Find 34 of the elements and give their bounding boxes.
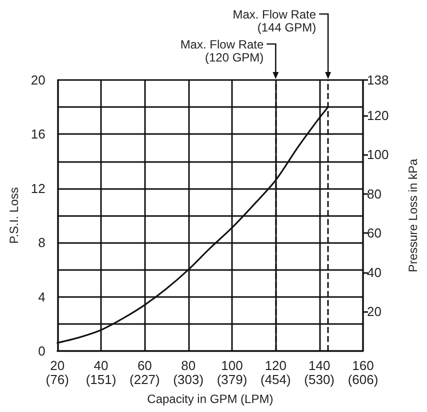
y-tick-label: 8	[38, 235, 46, 250]
y2-tick-label: 80	[367, 186, 382, 202]
ref-line-label: Max. Flow Rate (144 GPM)	[232, 8, 316, 34]
y-tick-label: 16	[30, 126, 46, 142]
y-tick-label: 4	[38, 289, 46, 304]
x-tick-label: 60	[137, 358, 152, 373]
y2-tick-label: 40	[367, 264, 382, 280]
y2-tick-label: 138	[367, 72, 389, 88]
x2-tick-label: (151)	[86, 372, 116, 387]
x-tick-label: 120	[264, 358, 287, 373]
x-tick-label: 20	[50, 358, 65, 373]
x2-tick-label: (303)	[173, 372, 204, 387]
y2-tick-label: 20	[367, 304, 382, 320]
ref-line-label: Max. Flow Rate (120 GPM)	[180, 38, 264, 64]
x-tick-label: 100	[221, 358, 243, 373]
y2-axis-title: Pressure Loss in kPa	[406, 158, 420, 272]
x2-tick-label: (227)	[130, 372, 160, 387]
y2-tick-label: 60	[367, 226, 382, 241]
x-tick-label: 140	[308, 358, 330, 373]
y-tick-label: 20	[30, 72, 46, 88]
x-tick-label: 40	[94, 358, 108, 373]
x2-tick-label: (76)	[46, 372, 69, 387]
x2-tick-label: (379)	[216, 372, 248, 387]
x-tick-label: 80	[181, 358, 196, 373]
x2-tick-label: (530)	[304, 372, 335, 387]
y-tick-label: 12	[30, 180, 46, 196]
x2-tick-label: (454)	[260, 372, 291, 387]
y-axis-title: P.S.I. Loss	[7, 187, 21, 244]
y2-tick-label: 100	[367, 147, 389, 162]
y-tick-label: 0	[38, 344, 46, 358]
x-axis-title: Capacity in GPM (LPM)	[147, 392, 274, 406]
x2-tick-label: (606)	[348, 372, 378, 387]
x-tick-label: 160	[352, 358, 374, 373]
y2-tick-label: 120	[367, 108, 389, 123]
